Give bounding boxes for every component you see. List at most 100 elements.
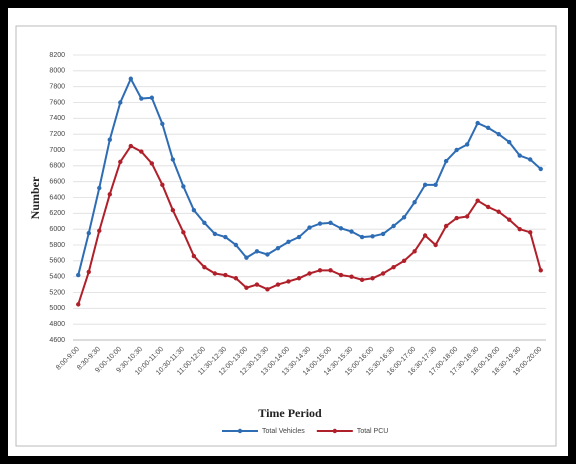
point <box>160 182 165 188</box>
point <box>507 139 512 145</box>
point <box>517 153 522 158</box>
point <box>86 269 91 275</box>
point <box>275 245 281 251</box>
y-tick-label: 5800 <box>49 242 65 249</box>
point <box>475 198 480 203</box>
point <box>317 268 323 273</box>
y-tick-label: 8200 <box>49 52 65 59</box>
point <box>317 221 323 226</box>
point <box>538 268 543 273</box>
point <box>454 147 459 153</box>
legend-label: Total Vehicles <box>262 428 305 435</box>
point <box>286 239 291 245</box>
point <box>76 272 81 278</box>
point <box>254 282 260 287</box>
point <box>391 264 396 270</box>
point <box>118 159 123 165</box>
point <box>349 274 354 279</box>
point <box>422 182 428 188</box>
point <box>170 207 176 213</box>
point <box>496 131 501 137</box>
point <box>76 302 81 307</box>
point <box>149 95 155 100</box>
point <box>254 249 260 254</box>
point <box>454 215 459 221</box>
point <box>412 249 417 254</box>
point <box>359 277 365 283</box>
y-tick-label: 5000 <box>49 305 65 312</box>
point <box>212 231 218 237</box>
y-tick-label: 5400 <box>49 274 65 281</box>
point <box>265 287 270 292</box>
legend-marker <box>332 428 338 434</box>
point <box>202 264 207 270</box>
point <box>191 207 197 213</box>
point <box>139 96 144 101</box>
point <box>223 234 228 240</box>
point <box>191 253 197 259</box>
point <box>412 200 417 205</box>
point <box>433 242 438 248</box>
point <box>517 226 522 232</box>
point <box>433 182 438 188</box>
point <box>149 161 155 166</box>
y-tick-label: 7000 <box>49 147 65 154</box>
y-tick-label: 6800 <box>49 163 65 170</box>
point <box>443 158 449 164</box>
point <box>307 271 312 276</box>
point <box>286 279 291 284</box>
y-tick-label: 4800 <box>49 321 65 328</box>
point <box>528 157 533 162</box>
point <box>244 285 249 290</box>
y-tick-label: 6200 <box>49 210 65 217</box>
point <box>401 215 407 220</box>
point <box>349 229 354 234</box>
point <box>233 242 239 248</box>
point <box>296 276 302 281</box>
y-tick-label: 5200 <box>49 289 65 296</box>
point <box>107 192 112 197</box>
y-tick-label: 6600 <box>49 179 65 186</box>
y-tick-label: 7600 <box>49 99 65 106</box>
y-tick-label: 7400 <box>49 115 65 122</box>
point <box>391 223 396 229</box>
point <box>464 142 470 147</box>
point <box>107 137 112 142</box>
point <box>401 258 407 264</box>
x-axis-title: Time Period <box>258 406 322 420</box>
point <box>338 272 344 278</box>
point <box>528 230 533 235</box>
y-tick-label: 5600 <box>49 258 65 265</box>
point <box>212 271 218 276</box>
point <box>338 226 344 231</box>
point <box>328 220 333 226</box>
point <box>496 209 501 214</box>
point <box>538 166 543 172</box>
y-tick-label: 6400 <box>49 194 65 201</box>
point <box>475 120 480 126</box>
point <box>359 234 365 240</box>
y-axis-title: Number <box>28 176 42 219</box>
point <box>202 220 207 226</box>
y-tick-label: 8000 <box>49 68 65 75</box>
point <box>275 282 281 287</box>
point <box>443 223 449 229</box>
y-tick-label: 7800 <box>49 84 65 91</box>
point <box>380 271 386 276</box>
point <box>464 214 470 219</box>
point <box>244 255 249 260</box>
legend-marker <box>237 428 243 434</box>
point <box>328 268 333 273</box>
point <box>380 231 386 237</box>
point <box>233 276 239 281</box>
point <box>86 230 91 236</box>
point <box>181 184 186 189</box>
point <box>370 276 375 281</box>
y-tick-label: 7200 <box>49 131 65 138</box>
chart-area <box>15 25 557 447</box>
y-tick-label: 6000 <box>49 226 65 233</box>
point <box>97 228 102 233</box>
point <box>485 204 491 210</box>
y-tick-label: 4600 <box>49 337 65 344</box>
